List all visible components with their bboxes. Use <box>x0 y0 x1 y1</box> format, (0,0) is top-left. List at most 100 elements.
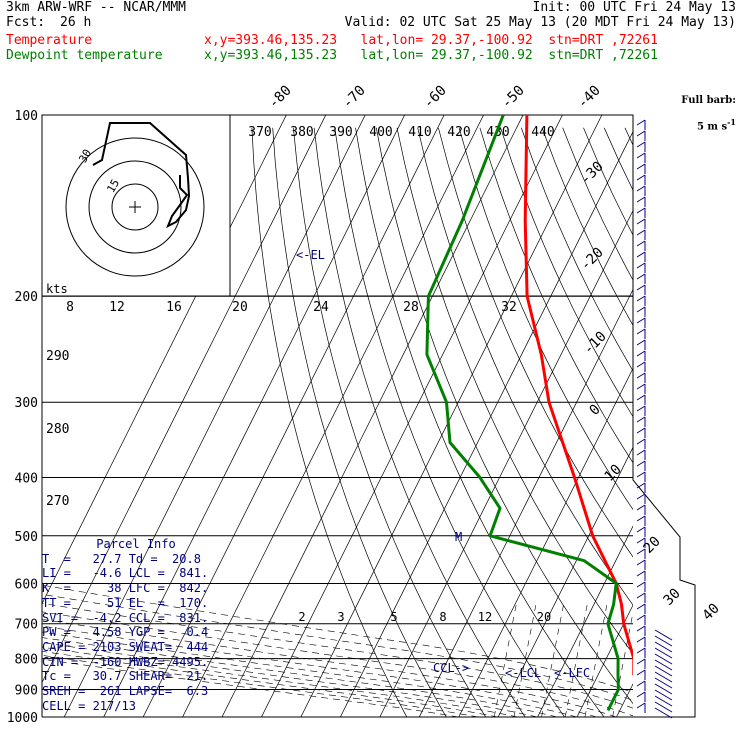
dry-adiabat-line <box>479 127 633 464</box>
isotherm-label: -20 <box>578 245 607 274</box>
pressure-label: 300 <box>15 396 38 411</box>
dewpoint-trace <box>425 115 620 712</box>
wind-barb <box>636 350 646 357</box>
isotherm-label: -30 <box>578 159 607 188</box>
wind-barb <box>636 625 646 632</box>
wind-barb <box>654 677 673 689</box>
wind-barb <box>636 592 646 599</box>
dry-adiabat-line <box>313 127 526 717</box>
dry-adiabat-line <box>520 127 633 372</box>
wind-barb <box>636 240 646 247</box>
mixing-ratio-line <box>513 600 538 717</box>
theta-label: 400 <box>369 125 392 140</box>
wind-barb <box>654 629 673 641</box>
isotherm-line <box>300 115 603 717</box>
ccl-marker: CCL-> <box>433 661 469 675</box>
wind-barb <box>636 416 646 423</box>
wind-barb <box>636 383 646 390</box>
m-marker: M <box>455 530 462 544</box>
wind-barb <box>654 641 673 653</box>
pressure-label: 100 <box>15 109 38 124</box>
moist-adiabat-line <box>42 631 578 717</box>
dry-adiabat-line <box>562 127 633 281</box>
theta-label: 270 <box>46 494 69 509</box>
lcl-marker: <-LCL <box>505 666 541 680</box>
isotherm-label: -70 <box>340 83 369 112</box>
isotherm-label: -50 <box>499 83 528 112</box>
wind-barb <box>636 262 646 269</box>
dry-adiabat-line <box>729 128 740 730</box>
wind-barb <box>636 185 646 192</box>
isotherm-label: -10 <box>581 329 610 358</box>
wind-barb <box>636 603 646 610</box>
isotherm-line <box>379 209 633 717</box>
wind-barb <box>636 152 646 159</box>
mixing-ratio-line <box>564 600 589 717</box>
dry-adiabat-line <box>251 127 408 717</box>
wind-barb <box>654 665 673 677</box>
mixing-ratio-line <box>541 600 565 717</box>
dry-adiabat-line <box>438 127 633 558</box>
isotherm-line <box>537 525 633 717</box>
wind-barb <box>636 130 646 137</box>
parcel-info-row: K = 38 LFC = 842. <box>42 581 209 596</box>
wind-barb <box>636 405 646 412</box>
mixing-ratio-label: 8 <box>439 610 446 624</box>
wind-barb <box>636 196 646 203</box>
pressure-label: 200 <box>15 290 38 305</box>
isotherm-label: 40 <box>700 601 723 624</box>
dry-adiabat-line <box>293 127 487 717</box>
theta-label: 280 <box>46 422 69 437</box>
isotherm-line <box>42 115 327 684</box>
dry-adiabat-line <box>375 127 633 705</box>
hodograph-kts-label: kts <box>46 282 68 296</box>
isotherm-line <box>103 115 406 717</box>
pressure-label: 800 <box>15 653 38 668</box>
wind-barb <box>636 493 646 500</box>
wind-barb <box>636 526 646 533</box>
theta-label: 440 <box>531 125 554 140</box>
wind-barb <box>636 218 646 225</box>
dry-adiabat-line <box>334 127 566 717</box>
dry-adiabat-line <box>646 128 740 730</box>
wind-barb <box>636 394 646 401</box>
dry-adiabat-line <box>272 127 447 717</box>
upper-axis-label: 16 <box>166 300 182 315</box>
hodograph-ring-label: 15 <box>104 177 122 195</box>
lfc-marker: <-LFC <box>554 666 590 680</box>
wind-barb <box>636 702 646 709</box>
temperature-location: x,y=393.46,135.23 lat,lon= 29.37,-100.92… <box>204 33 658 48</box>
mixing-ratio-label: 3 <box>337 610 344 624</box>
wind-barb <box>636 361 646 368</box>
model-title: 3km ARW-WRF -- NCAR/MMM <box>6 0 187 15</box>
isotherm-line <box>728 87 740 729</box>
isotherm-line <box>221 115 524 717</box>
isotherm-line <box>182 115 484 717</box>
wind-barb <box>636 328 646 335</box>
upper-panel-box <box>229 114 634 297</box>
hodograph-ring <box>111 183 159 231</box>
wind-barb <box>636 207 646 214</box>
dry-adiabat-line <box>396 127 633 655</box>
isotherm-label: 10 <box>602 462 625 485</box>
valid-time: Valid: 02 UTC Sat 25 May 13 (20 MDT Fri … <box>344 15 736 30</box>
wind-barb <box>636 119 646 126</box>
isotherm-line <box>418 288 633 717</box>
mixing-ratio-line <box>584 600 609 717</box>
upper-axis-label: 32 <box>501 300 517 315</box>
wind-barb <box>654 635 673 647</box>
upper-axis-label: 20 <box>232 300 248 315</box>
temperature-legend: Temperature <box>6 33 93 48</box>
parcel-info-row: LI = -4.6 LCL = 841. <box>42 566 209 581</box>
hodograph-trace <box>92 122 191 229</box>
wind-barb <box>636 691 646 698</box>
mixing-ratio-label: 20 <box>537 610 551 624</box>
isotherm-label: 20 <box>641 534 664 557</box>
wind-barb <box>654 695 673 707</box>
upper-axis-label: 24 <box>313 300 329 315</box>
parcel-info-row: CIN = -160 HWBZ= 4495. <box>42 654 209 669</box>
isotherm-line <box>42 115 287 605</box>
isotherm-label: -60 <box>421 83 450 112</box>
wind-barb <box>636 504 646 511</box>
